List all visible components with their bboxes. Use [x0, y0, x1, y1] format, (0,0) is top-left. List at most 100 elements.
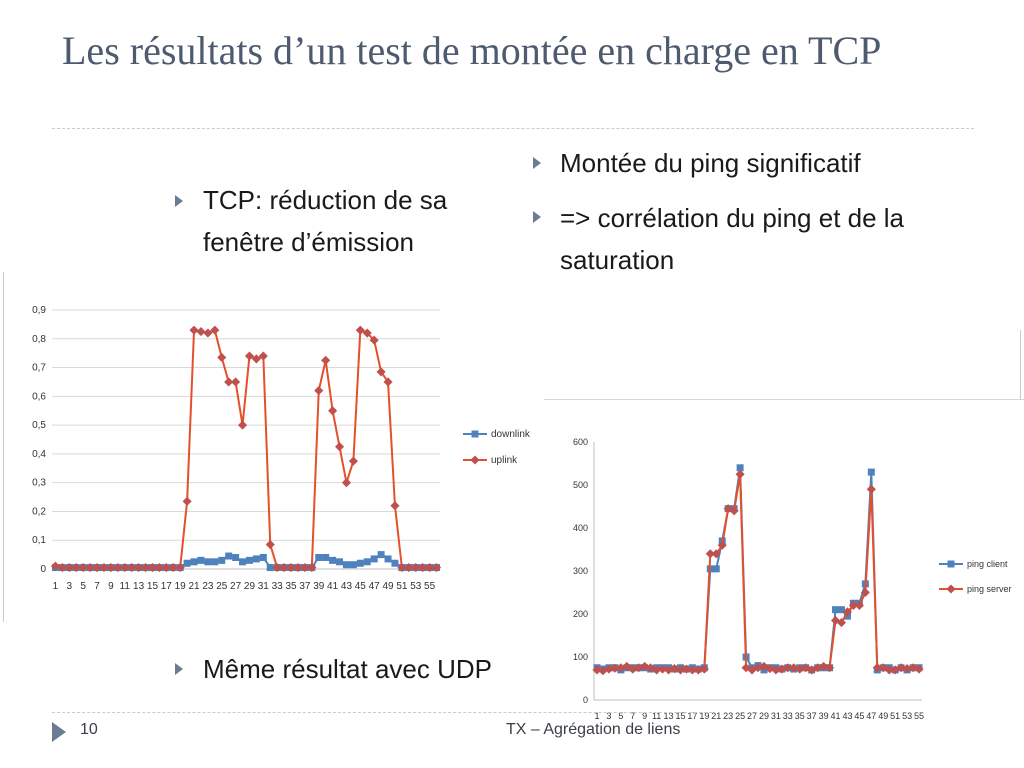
x-tick-label: 3	[606, 711, 611, 721]
bullet-tcp-window: TCP: réduction de sa fenêtre d’émission	[203, 185, 448, 257]
data-point	[224, 377, 234, 387]
data-point	[300, 563, 310, 573]
x-tick-label: 3	[67, 581, 73, 592]
x-tick-label: 31	[771, 711, 781, 721]
data-point	[272, 563, 282, 573]
data-point	[348, 456, 358, 466]
data-point	[182, 496, 192, 506]
data-point	[418, 563, 428, 573]
y-tick-label: 0,8	[32, 334, 46, 345]
data-point	[712, 565, 720, 573]
data-point	[293, 563, 303, 573]
data-point	[391, 559, 399, 567]
data-point	[64, 563, 74, 573]
data-point	[687, 665, 697, 675]
x-tick-label: 7	[94, 581, 100, 592]
page-number: 10	[80, 721, 98, 738]
data-point	[314, 386, 324, 396]
x-tick-label: 35	[285, 581, 297, 592]
x-tick-label: 29	[244, 581, 256, 592]
data-point	[232, 553, 240, 561]
data-point	[183, 559, 191, 567]
x-tick-label: 15	[147, 581, 159, 592]
data-point	[356, 559, 364, 567]
y-tick-label: 0	[40, 564, 46, 575]
x-tick-label: 45	[854, 711, 864, 721]
data-point	[329, 556, 337, 564]
data-point	[825, 663, 835, 673]
data-point	[832, 606, 840, 614]
x-tick-label: 9	[642, 711, 647, 721]
data-point	[604, 664, 614, 674]
y-tick-label: 0,5	[32, 420, 46, 431]
y-tick-label: 0,1	[32, 535, 46, 546]
data-point	[896, 663, 906, 673]
y-tick-label: 0,6	[32, 391, 46, 402]
x-tick-label: 33	[272, 581, 284, 592]
x-tick-label: 55	[424, 581, 436, 592]
data-point	[342, 561, 350, 569]
data-point	[349, 561, 357, 569]
data-point	[279, 563, 289, 573]
data-point	[265, 539, 275, 550]
y-tick-label: 0	[583, 695, 588, 705]
y-tick-label: 0,4	[32, 449, 46, 460]
footer-title: TX – Agrégation de liens	[506, 721, 681, 738]
data-point	[134, 563, 144, 573]
x-tick-label: 1	[594, 711, 599, 721]
data-point	[203, 328, 213, 338]
data-point	[57, 563, 67, 573]
data-point	[370, 555, 378, 563]
x-tick-label: 1	[53, 581, 59, 592]
data-point	[140, 563, 151, 573]
data-point	[854, 600, 864, 610]
data-point	[777, 664, 787, 674]
x-tick-label: 13	[664, 711, 674, 721]
data-point	[341, 478, 352, 488]
data-point	[729, 506, 739, 516]
x-tick-label: 15	[675, 711, 685, 721]
y-tick-label: 600	[573, 437, 588, 447]
chart-frame-edge	[3, 272, 4, 622]
x-tick-label: 35	[795, 711, 805, 721]
data-point	[328, 406, 338, 416]
data-point	[669, 664, 680, 674]
data-point	[106, 563, 116, 573]
y-tick-label: 0,7	[32, 363, 46, 374]
data-point	[884, 665, 894, 675]
x-tick-label: 29	[759, 711, 769, 721]
data-point	[837, 606, 845, 614]
data-point	[404, 563, 414, 573]
data-point	[736, 464, 744, 472]
data-point	[765, 664, 775, 674]
data-point	[197, 556, 205, 564]
x-tick-label: 21	[188, 581, 200, 592]
x-tick-label: 23	[723, 711, 733, 721]
series-line-ping-server	[596, 474, 920, 672]
data-point	[384, 555, 392, 563]
data-point	[237, 420, 248, 430]
x-tick-label: 37	[807, 711, 817, 721]
data-point	[628, 664, 638, 674]
data-point	[336, 558, 344, 566]
bullet-arrow-icon	[533, 211, 541, 223]
data-point	[252, 555, 260, 563]
data-point	[848, 600, 858, 610]
data-point	[390, 501, 400, 511]
data-point	[218, 556, 226, 564]
x-tick-label: 27	[747, 711, 757, 721]
data-point	[598, 666, 608, 676]
data-point	[789, 663, 799, 673]
x-tick-label: 43	[341, 581, 353, 592]
data-point	[147, 563, 158, 573]
y-tick-label: 300	[573, 566, 588, 576]
bullet-udp-result: Même résultat avec UDP	[203, 654, 492, 684]
x-tick-label: 7	[630, 711, 635, 721]
x-tick-label: 21	[711, 711, 721, 721]
data-point	[245, 556, 253, 564]
y-tick-label: 0,3	[32, 478, 46, 489]
x-tick-label: 19	[699, 711, 709, 721]
x-tick-label: 25	[735, 711, 745, 721]
data-point	[771, 665, 781, 675]
data-point	[717, 540, 727, 550]
